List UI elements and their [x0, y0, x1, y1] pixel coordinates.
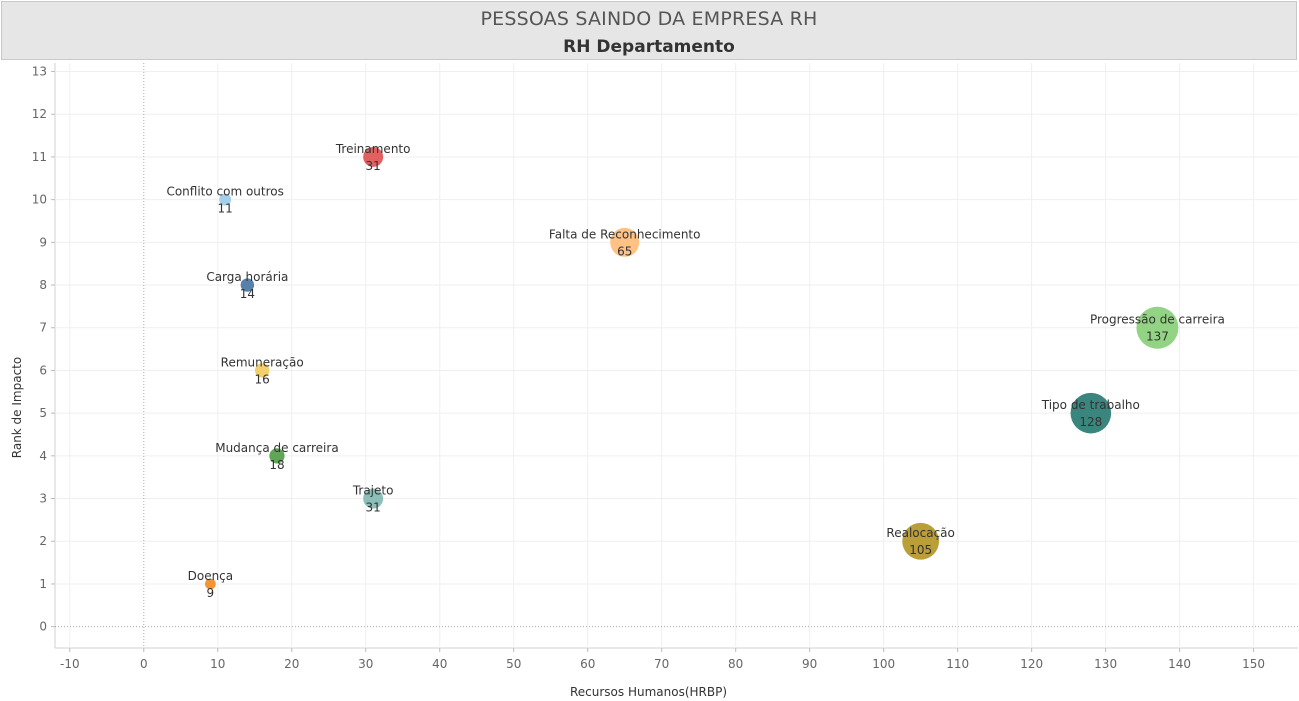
point-label: Treinamento [335, 142, 411, 156]
y-tick-label: 0 [39, 620, 47, 634]
x-tick-label: 70 [654, 657, 669, 671]
x-tick-label: -10 [60, 657, 80, 671]
point-label: Progressão de carreira [1090, 313, 1225, 327]
point-label: Doença [188, 569, 234, 583]
y-tick-label: 8 [39, 278, 47, 292]
x-tick-label: 80 [728, 657, 743, 671]
point-value-label: 16 [255, 372, 270, 386]
data-point [610, 227, 640, 257]
point-label: Conflito com outros [166, 185, 283, 199]
point-value-label: 31 [366, 501, 381, 515]
x-tick-label: 30 [358, 657, 373, 671]
point-value-label: 105 [909, 543, 932, 557]
point-value-label: 31 [366, 159, 381, 173]
x-tick-label: 90 [802, 657, 817, 671]
x-axis-title: Recursos Humanos(HRBP) [570, 685, 727, 699]
x-tick-label: 150 [1242, 657, 1265, 671]
y-tick-label: 7 [39, 321, 47, 335]
point-value-label: 137 [1146, 330, 1169, 344]
point-value-label: 14 [240, 287, 255, 301]
data-point [1136, 306, 1179, 349]
y-tick-label: 9 [39, 235, 47, 249]
x-tick-label: 140 [1168, 657, 1191, 671]
y-tick-label: 4 [39, 449, 47, 463]
y-tick-label: 2 [39, 534, 47, 548]
x-tick-label: 0 [140, 657, 148, 671]
data-point [363, 146, 384, 167]
y-axis-title: Rank de Impacto [10, 357, 24, 458]
point-label: Remuneração [221, 355, 304, 369]
chart-title: PESSOAS SAINDO DA EMPRESA RH [480, 8, 818, 30]
data-point [902, 522, 940, 560]
chart-header: PESSOAS SAINDO DA EMPRESA RH RH Departam… [1, 1, 1297, 60]
point-value-label: 18 [269, 458, 284, 472]
point-label: Trajeto [352, 484, 394, 498]
chart-subtitle: RH Departamento [563, 37, 735, 57]
data-point [219, 193, 232, 206]
data-point [269, 448, 285, 464]
x-tick-label: 130 [1094, 657, 1117, 671]
point-label: Tipo de trabalho [1041, 398, 1140, 412]
y-tick-label: 1 [39, 577, 47, 591]
point-label: Mudança de carreira [215, 441, 338, 455]
point-value-label: 11 [218, 202, 233, 216]
point-value-label: 9 [207, 586, 215, 600]
point-value-label: 128 [1079, 415, 1102, 429]
y-tick-label: 10 [32, 193, 47, 207]
x-tick-label: 50 [506, 657, 521, 671]
x-tick-label: 40 [432, 657, 447, 671]
data-point [254, 363, 270, 378]
y-tick-label: 11 [32, 150, 47, 164]
x-tick-label: 20 [284, 657, 299, 671]
point-label: Falta de Reconhecimento [549, 227, 701, 241]
data-point [204, 578, 216, 590]
x-tick-label: 10 [210, 657, 225, 671]
x-tick-label: 110 [946, 657, 969, 671]
point-label: Carga horária [206, 270, 288, 284]
y-tick-label: 13 [32, 65, 47, 79]
x-tick-label: 100 [872, 657, 895, 671]
y-tick-label: 5 [39, 406, 47, 420]
data-point [240, 278, 255, 292]
y-tick-label: 6 [39, 363, 47, 377]
x-tick-label: 60 [580, 657, 595, 671]
data-point [363, 488, 384, 509]
data-point [1070, 392, 1112, 434]
x-tick-label: 120 [1020, 657, 1043, 671]
y-tick-label: 12 [32, 107, 47, 121]
point-value-label: 65 [617, 244, 632, 258]
y-tick-label: 3 [39, 492, 47, 506]
point-label: Realocação [886, 526, 954, 540]
